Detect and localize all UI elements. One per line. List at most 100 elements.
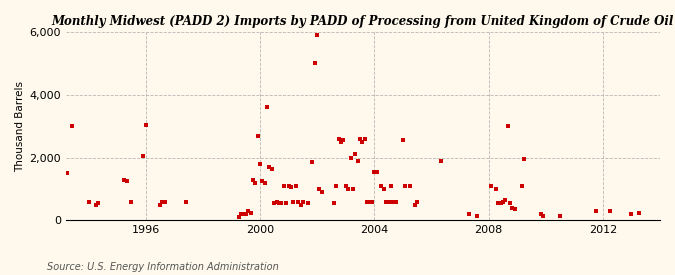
Point	[295, 202, 306, 207]
Point	[371, 169, 382, 174]
Point	[390, 199, 401, 204]
Point	[138, 154, 148, 158]
Point	[140, 122, 151, 127]
Point	[309, 61, 320, 65]
Point	[278, 184, 289, 188]
Point	[362, 199, 373, 204]
Point	[605, 209, 616, 213]
Point	[233, 215, 244, 219]
Point	[92, 201, 103, 205]
Point	[338, 138, 349, 142]
Point	[331, 184, 342, 188]
Point	[359, 136, 370, 141]
Point	[250, 180, 261, 185]
Point	[126, 199, 137, 204]
Point	[471, 213, 482, 218]
Point	[236, 212, 246, 216]
Point	[264, 165, 275, 169]
Point	[354, 136, 365, 141]
Point	[505, 201, 516, 205]
Point	[510, 207, 520, 211]
Y-axis label: Thousand Barrels: Thousand Barrels	[15, 81, 25, 172]
Point	[343, 187, 354, 191]
Point	[307, 160, 318, 164]
Point	[378, 187, 389, 191]
Point	[398, 138, 408, 142]
Point	[388, 199, 399, 204]
Point	[633, 210, 644, 215]
Point	[298, 199, 308, 204]
Point	[350, 152, 360, 157]
Point	[273, 201, 284, 205]
Point	[352, 158, 363, 163]
Point	[286, 185, 296, 189]
Point	[119, 177, 130, 182]
Point	[67, 124, 78, 128]
Point	[376, 184, 387, 188]
Point	[257, 179, 268, 183]
Point	[404, 184, 415, 188]
Point	[500, 198, 510, 202]
Point	[61, 171, 72, 175]
Point	[485, 184, 496, 188]
Point	[314, 187, 325, 191]
Point	[535, 212, 546, 216]
Point	[507, 206, 518, 210]
Point	[364, 199, 375, 204]
Point	[240, 212, 251, 216]
Point	[381, 199, 392, 204]
Point	[410, 202, 421, 207]
Point	[248, 177, 259, 182]
Point	[262, 105, 273, 109]
Point	[317, 190, 327, 194]
Point	[292, 199, 303, 204]
Text: Source: U.S. Energy Information Administration: Source: U.S. Energy Information Administ…	[47, 262, 279, 272]
Point	[254, 162, 265, 166]
Point	[490, 187, 501, 191]
Point	[245, 210, 256, 215]
Point	[369, 169, 379, 174]
Point	[83, 199, 94, 204]
Point	[400, 184, 410, 188]
Point	[493, 201, 504, 205]
Point	[269, 201, 279, 205]
Point	[281, 201, 292, 205]
Point	[259, 180, 270, 185]
Point	[383, 199, 394, 204]
Point	[333, 136, 344, 141]
Point	[591, 209, 601, 213]
Point	[288, 199, 299, 204]
Point	[155, 202, 165, 207]
Point	[412, 199, 423, 204]
Point	[302, 201, 313, 205]
Point	[626, 212, 637, 216]
Point	[312, 33, 323, 37]
Point	[335, 140, 346, 144]
Point	[357, 140, 368, 144]
Point	[435, 158, 446, 163]
Point	[464, 212, 475, 216]
Point	[159, 200, 170, 204]
Point	[516, 184, 527, 188]
Point	[385, 184, 396, 188]
Point	[290, 184, 301, 188]
Point	[157, 200, 167, 204]
Point	[252, 133, 263, 138]
Point	[495, 201, 506, 205]
Point	[238, 212, 249, 216]
Point	[121, 179, 132, 183]
Point	[502, 124, 513, 128]
Point	[181, 200, 192, 204]
Point	[267, 166, 277, 171]
Point	[497, 199, 508, 204]
Point	[348, 187, 358, 191]
Point	[242, 209, 253, 213]
Point	[367, 199, 377, 204]
Point	[328, 201, 339, 205]
Point	[90, 202, 101, 207]
Title: Monthly Midwest (PADD 2) Imports by PADD of Processing from United Kingdom of Cr: Monthly Midwest (PADD 2) Imports by PADD…	[52, 15, 674, 28]
Point	[538, 213, 549, 218]
Point	[555, 213, 566, 218]
Point	[271, 199, 282, 204]
Point	[345, 155, 356, 160]
